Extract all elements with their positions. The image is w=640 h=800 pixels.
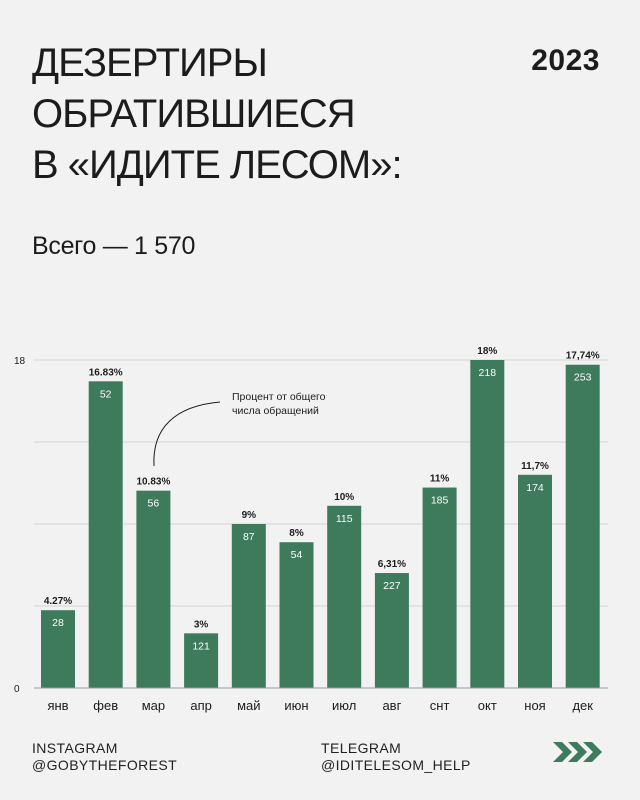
annotation-pointer bbox=[153, 401, 221, 467]
bar-percent-label: 16.83% bbox=[89, 367, 123, 378]
x-tick-label: апр bbox=[190, 698, 212, 713]
bar-chart: 0 18 4.27% 28 янв 16.83% 52 фев 10.83% 56 мар 3% 121… bbox=[14, 346, 608, 713]
x-tick-label: мар bbox=[142, 698, 165, 713]
title-line-3: В «ИДИТЕ ЛЕСОМ»: bbox=[32, 143, 403, 187]
bar bbox=[184, 633, 219, 688]
bar-count-label: 52 bbox=[100, 388, 112, 400]
bar-count-label: 28 bbox=[52, 617, 64, 629]
bar-percent-label: 11,7% bbox=[521, 461, 549, 472]
bar-count-label: 121 bbox=[192, 640, 210, 652]
bar-count-label: 56 bbox=[148, 498, 160, 510]
bar-count-label: 54 bbox=[291, 549, 303, 561]
x-tick-label: июн bbox=[284, 698, 308, 713]
bar bbox=[374, 573, 409, 688]
instagram-handle[interactable]: @GOBYTHEFOREST bbox=[32, 757, 178, 773]
bar bbox=[136, 490, 171, 688]
bar bbox=[327, 505, 362, 688]
bar-count-label: 174 bbox=[526, 482, 544, 494]
bar-count-label: 87 bbox=[243, 531, 255, 543]
bar-percent-label: 11% bbox=[430, 474, 450, 485]
bar-percent-label: 6,31% bbox=[378, 559, 406, 570]
bar bbox=[565, 364, 600, 688]
telegram-handle[interactable]: @IDITELESOM_HELP bbox=[321, 757, 471, 773]
bar-count-label: 218 bbox=[479, 367, 497, 379]
double-arrow-icon bbox=[553, 742, 602, 762]
bar-count-label: 115 bbox=[336, 513, 353, 525]
year-label: 2023 bbox=[531, 44, 600, 77]
x-tick-label: снт bbox=[430, 698, 450, 713]
title-line-2: ОБРАТИВШИЕСЯ bbox=[32, 92, 356, 136]
bar-percent-label: 4.27% bbox=[44, 596, 72, 607]
title-line-1: ДЕЗЕРТИРЫ bbox=[32, 41, 268, 85]
bar bbox=[279, 542, 314, 688]
bar-percent-label: 17,74% bbox=[566, 351, 600, 362]
bar-count-label: 253 bbox=[574, 372, 592, 384]
x-tick-label: дек bbox=[572, 698, 593, 713]
y-tick-label: 0 bbox=[14, 684, 20, 695]
bar-percent-label: 8% bbox=[289, 528, 304, 539]
x-tick-label: май bbox=[237, 698, 260, 713]
bar-percent-label: 9% bbox=[242, 510, 257, 521]
bar-percent-label: 10% bbox=[334, 492, 354, 503]
bar-percent-label: 3% bbox=[194, 619, 209, 630]
telegram-label: TELEGRAM bbox=[321, 740, 402, 756]
bar bbox=[41, 610, 75, 688]
bar bbox=[88, 381, 123, 688]
x-tick-label: авг bbox=[382, 698, 401, 713]
instagram-label: INSTAGRAM bbox=[32, 740, 118, 756]
x-tick-label: янв bbox=[47, 698, 68, 713]
bar-count-label: 227 bbox=[383, 580, 401, 592]
x-tick-label: июл bbox=[332, 698, 356, 713]
bar bbox=[422, 487, 457, 688]
x-tick-label: ноя bbox=[524, 698, 545, 713]
bar bbox=[518, 474, 552, 688]
x-tick-label: фев bbox=[93, 698, 118, 713]
x-tick-label: окт bbox=[478, 698, 497, 713]
bar-percent-label: 18% bbox=[477, 346, 497, 357]
y-tick-label: 18 bbox=[14, 356, 26, 367]
bar-percent-label: 10.83% bbox=[136, 477, 170, 488]
annotation-text: числа обращений bbox=[232, 405, 319, 417]
telegram-contact[interactable]: TELEGRAM @IDITELESOM_HELP bbox=[321, 740, 471, 774]
instagram-contact[interactable]: INSTAGRAM @GOBYTHEFOREST bbox=[32, 740, 177, 774]
bar bbox=[470, 360, 505, 688]
total-label: Всего — 1 570 bbox=[32, 232, 196, 260]
bar-count-label: 185 bbox=[431, 495, 449, 507]
annotation-text: Процент от общего bbox=[232, 391, 326, 403]
bar bbox=[231, 524, 266, 688]
chart-title: ДЕЗЕРТИРЫ ОБРАТИВШИЕСЯ В «ИДИТЕ ЛЕСОМ»: bbox=[32, 38, 403, 191]
